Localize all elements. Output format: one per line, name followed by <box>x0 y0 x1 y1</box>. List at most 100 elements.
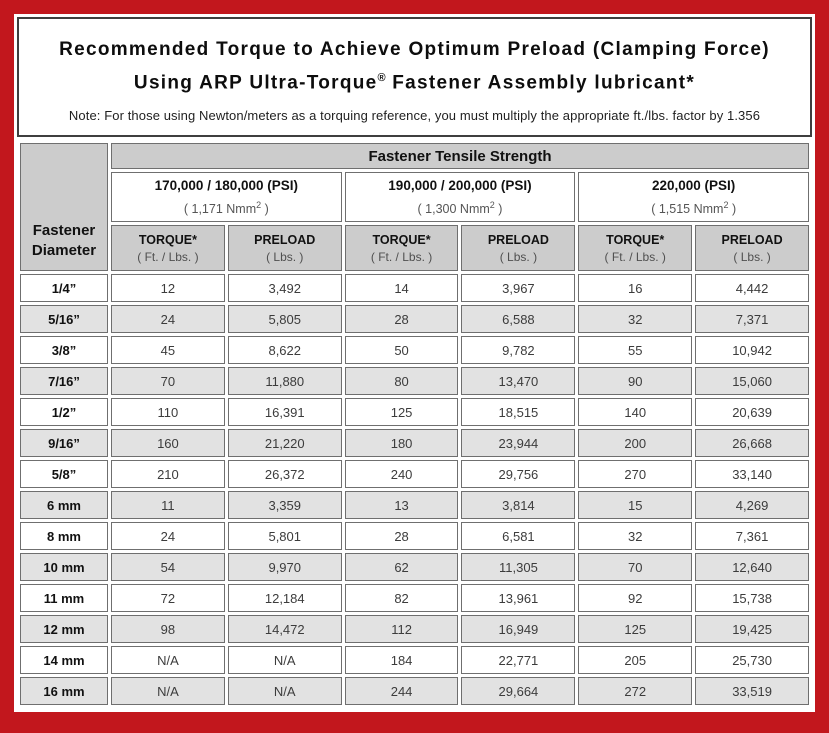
page-title-line2: Using ARP Ultra-Torque® Fastener Assembl… <box>19 64 810 97</box>
preload-value-cell: 12,640 <box>695 553 809 581</box>
torque-value-cell: 200 <box>578 429 693 457</box>
psi-value: 220,000 (PSI) <box>652 177 736 193</box>
preload-value-cell: 7,371 <box>695 305 809 333</box>
preload-value-cell: 11,880 <box>227 367 342 395</box>
preload-value-cell: 23,944 <box>461 429 576 457</box>
preload-value-cell: 13,470 <box>461 367 576 395</box>
torque-value-cell: 54 <box>111 553 225 581</box>
torque-value-cell: 16 <box>578 274 693 302</box>
preload-value-cell: 33,519 <box>695 677 809 705</box>
torque-value-cell: 32 <box>578 522 693 550</box>
table-row: 5/8” 210 26,372 240 29,756 270 33,140 <box>20 460 809 488</box>
content-panel: Recommended Torque to Achieve Optimum Pr… <box>14 14 815 712</box>
torque-table-body: 1/4” 12 3,492 14 3,967 16 4,442 5/16” 24 5,805 28 6… <box>20 274 809 705</box>
table-row: 1/2” 110 16,391 125 18,515 140 20,639 <box>20 398 809 426</box>
preload-value-cell: 9,782 <box>461 336 576 364</box>
psi-value: 190,000 / 200,000 (PSI) <box>388 177 532 193</box>
torque-value-cell: 125 <box>344 398 459 426</box>
registered-trademark-symbol: ® <box>377 72 386 84</box>
preload-value-cell: 20,639 <box>695 398 809 426</box>
torque-value-cell: N/A <box>111 677 225 705</box>
torque-value-cell: 50 <box>344 336 459 364</box>
preload-value-cell: 22,771 <box>461 646 576 674</box>
psi-row: 170,000 / 180,000 (PSI) ( 1,171 Nmm2 ) 1… <box>20 172 809 222</box>
torque-value-cell: 184 <box>344 646 459 674</box>
table-row: 14 mm N/A N/A 184 22,771 205 25,730 <box>20 646 809 674</box>
preload-value-cell: 29,664 <box>461 677 576 705</box>
preload-value-cell: 21,220 <box>227 429 342 457</box>
title-line2-suffix: Fastener Assembly lubricant* <box>385 72 696 94</box>
preload-value-cell: 4,442 <box>695 274 809 302</box>
fastener-diameter-cell: 3/8” <box>20 336 108 364</box>
preload-value-cell: 15,060 <box>695 367 809 395</box>
table-row: 9/16” 160 21,220 180 23,944 200 26,668 <box>20 429 809 457</box>
preload-value-cell: 3,492 <box>227 274 342 302</box>
fastener-diameter-cell: 7/16” <box>20 367 108 395</box>
psi-value: 170,000 / 180,000 (PSI) <box>154 177 298 193</box>
fastener-diameter-cell: 1/2” <box>20 398 108 426</box>
preload-value-cell: 9,970 <box>227 553 342 581</box>
preload-value-cell: 6,581 <box>461 522 576 550</box>
fastener-diameter-cell: 8 mm <box>20 522 108 550</box>
torque-value-cell: 205 <box>578 646 693 674</box>
preload-value-cell: 16,391 <box>227 398 342 426</box>
torque-value-cell: 160 <box>111 429 225 457</box>
preload-value-cell: N/A <box>227 677 342 705</box>
preload-value-cell: 8,622 <box>227 336 342 364</box>
torque-value-cell: 32 <box>578 305 693 333</box>
torque-value-cell: 240 <box>344 460 459 488</box>
preload-value-cell: 10,942 <box>695 336 809 364</box>
fastener-diameter-cell: 5/8” <box>20 460 108 488</box>
fastener-diameter-cell: 16 mm <box>20 677 108 705</box>
torque-value-cell: 110 <box>111 398 225 426</box>
table-row: 1/4” 12 3,492 14 3,967 16 4,442 <box>20 274 809 302</box>
torque-value-cell: 45 <box>111 336 225 364</box>
torque-value-cell: 70 <box>578 553 693 581</box>
fastener-diameter-cell: 14 mm <box>20 646 108 674</box>
tensile-strength-header: Fastener Tensile Strength <box>111 143 809 169</box>
preload-value-cell: 26,372 <box>227 460 342 488</box>
tensile-strength-row: Fastener Diameter Fastener Tensile Stren… <box>20 143 809 271</box>
unit-row: TORQUE* ( Ft. / Lbs. ) PRELOAD ( Lbs. ) … <box>20 225 809 271</box>
table-row: 7/16” 70 11,880 80 13,470 90 15,060 <box>20 367 809 395</box>
fastener-diameter-cell: 1/4” <box>20 274 108 302</box>
torque-value-cell: 24 <box>111 305 225 333</box>
preload-column-header: PRELOAD ( Lbs. ) <box>227 225 342 271</box>
page-title-line1: Recommended Torque to Achieve Optimum Pr… <box>59 39 770 60</box>
torque-value-cell: 28 <box>344 522 459 550</box>
torque-value-cell: 12 <box>111 274 225 302</box>
preload-value-cell: 7,361 <box>695 522 809 550</box>
psi-header-220: 220,000 (PSI) ( 1,515 Nmm2 ) <box>578 172 809 222</box>
torque-value-cell: N/A <box>111 646 225 674</box>
preload-value-cell: 33,140 <box>695 460 809 488</box>
preload-value-cell: 4,269 <box>695 491 809 519</box>
preload-value-cell: 5,805 <box>227 305 342 333</box>
nmm-value: ( 1,300 Nmm2 ) <box>417 199 503 217</box>
nmm-value: ( 1,171 Nmm2 ) <box>183 199 269 217</box>
fastener-diameter-cell: 9/16” <box>20 429 108 457</box>
torque-value-cell: 13 <box>344 491 459 519</box>
torque-value-cell: 15 <box>578 491 693 519</box>
title-line2-prefix: Using ARP Ultra-Torque <box>133 72 378 94</box>
torque-column-header: TORQUE* ( Ft. / Lbs. ) <box>111 225 225 271</box>
preload-value-cell: 12,184 <box>227 584 342 612</box>
torque-value-cell: 140 <box>578 398 693 426</box>
torque-value-cell: 24 <box>111 522 225 550</box>
torque-value-cell: 210 <box>111 460 225 488</box>
preload-value-cell: 3,967 <box>461 274 576 302</box>
preload-value-cell: 13,961 <box>461 584 576 612</box>
table-row: 5/16” 24 5,805 28 6,588 32 7,371 <box>20 305 809 333</box>
nmm-value: ( 1,515 Nmm2 ) <box>651 199 737 217</box>
table-row: 8 mm 24 5,801 28 6,581 32 7,361 <box>20 522 809 550</box>
torque-value-cell: 28 <box>344 305 459 333</box>
torque-value-cell: 55 <box>578 336 693 364</box>
table-row: 16 mm N/A N/A 244 29,664 272 33,519 <box>20 677 809 705</box>
fastener-diameter-header-line2: Diameter <box>31 242 97 259</box>
preload-value-cell: 18,515 <box>461 398 576 426</box>
fastener-diameter-cell: 11 mm <box>20 584 108 612</box>
psi-header-170-180: 170,000 / 180,000 (PSI) ( 1,171 Nmm2 ) <box>111 172 342 222</box>
torque-value-cell: 270 <box>578 460 693 488</box>
fastener-diameter-header: Fastener Diameter <box>20 143 108 271</box>
torque-value-cell: 82 <box>344 584 459 612</box>
torque-column-header: TORQUE* ( Ft. / Lbs. ) <box>578 225 693 271</box>
